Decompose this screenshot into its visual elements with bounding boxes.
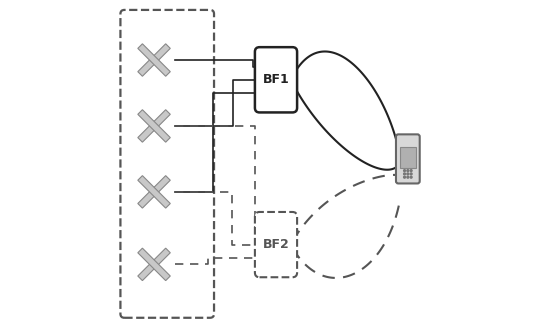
Polygon shape xyxy=(138,248,170,281)
Polygon shape xyxy=(138,176,170,208)
Polygon shape xyxy=(138,110,170,142)
Circle shape xyxy=(407,170,409,171)
Polygon shape xyxy=(138,176,170,208)
Circle shape xyxy=(404,173,406,175)
Circle shape xyxy=(404,170,406,171)
Text: BF1: BF1 xyxy=(263,73,289,86)
FancyBboxPatch shape xyxy=(255,212,297,277)
FancyBboxPatch shape xyxy=(400,147,416,168)
Polygon shape xyxy=(138,44,170,76)
Circle shape xyxy=(410,170,412,171)
Circle shape xyxy=(410,176,412,178)
Circle shape xyxy=(404,176,406,178)
Circle shape xyxy=(410,173,412,175)
Polygon shape xyxy=(138,248,170,281)
Circle shape xyxy=(407,173,409,175)
Polygon shape xyxy=(138,110,170,142)
Text: BF2: BF2 xyxy=(263,238,289,251)
FancyBboxPatch shape xyxy=(396,134,420,183)
Polygon shape xyxy=(138,44,170,76)
Circle shape xyxy=(407,176,409,178)
FancyBboxPatch shape xyxy=(255,47,297,113)
